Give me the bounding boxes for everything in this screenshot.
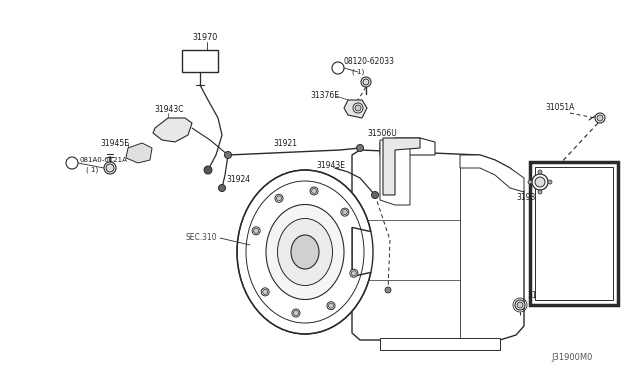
Text: ( 1): ( 1) bbox=[352, 69, 364, 75]
Text: J31900M0: J31900M0 bbox=[551, 353, 593, 362]
Circle shape bbox=[66, 157, 78, 169]
Circle shape bbox=[310, 187, 318, 195]
Circle shape bbox=[385, 287, 391, 293]
Circle shape bbox=[538, 190, 542, 194]
Ellipse shape bbox=[291, 235, 319, 269]
Circle shape bbox=[261, 288, 269, 296]
Circle shape bbox=[332, 62, 344, 74]
Text: 31506U: 31506U bbox=[367, 129, 397, 138]
Circle shape bbox=[363, 79, 369, 85]
Text: 08120-62033: 08120-62033 bbox=[344, 58, 395, 67]
Circle shape bbox=[218, 185, 225, 192]
Circle shape bbox=[294, 311, 298, 315]
Circle shape bbox=[548, 180, 552, 184]
Circle shape bbox=[252, 227, 260, 235]
Ellipse shape bbox=[266, 205, 344, 299]
Circle shape bbox=[597, 115, 603, 121]
Text: 31943EB: 31943EB bbox=[527, 291, 561, 299]
Polygon shape bbox=[380, 338, 500, 350]
Circle shape bbox=[292, 309, 300, 317]
Text: 081A0-6121A: 081A0-6121A bbox=[79, 157, 127, 163]
Circle shape bbox=[538, 170, 542, 174]
Circle shape bbox=[350, 269, 358, 277]
Text: 31943E: 31943E bbox=[316, 160, 345, 170]
Polygon shape bbox=[380, 138, 435, 155]
Polygon shape bbox=[126, 143, 152, 163]
Text: 31376E: 31376E bbox=[310, 92, 339, 100]
Circle shape bbox=[515, 300, 525, 310]
Circle shape bbox=[535, 177, 545, 187]
Circle shape bbox=[225, 151, 232, 158]
Circle shape bbox=[342, 210, 348, 215]
Text: 31943C: 31943C bbox=[154, 105, 184, 113]
Circle shape bbox=[328, 303, 333, 308]
Polygon shape bbox=[380, 140, 410, 205]
Text: 31945E: 31945E bbox=[100, 138, 129, 148]
Polygon shape bbox=[460, 155, 524, 192]
Polygon shape bbox=[182, 50, 218, 72]
Circle shape bbox=[528, 180, 532, 184]
Polygon shape bbox=[153, 118, 192, 142]
Circle shape bbox=[204, 166, 212, 174]
Circle shape bbox=[517, 302, 523, 308]
Circle shape bbox=[341, 208, 349, 216]
Circle shape bbox=[371, 192, 378, 199]
Circle shape bbox=[361, 77, 371, 87]
Polygon shape bbox=[383, 138, 420, 195]
Polygon shape bbox=[530, 162, 618, 305]
Text: 31935: 31935 bbox=[516, 193, 540, 202]
Circle shape bbox=[327, 302, 335, 310]
Text: B: B bbox=[70, 160, 74, 166]
Text: 31921: 31921 bbox=[273, 140, 297, 148]
Circle shape bbox=[104, 162, 116, 174]
Polygon shape bbox=[237, 170, 371, 334]
Text: 31051A: 31051A bbox=[545, 103, 574, 112]
Circle shape bbox=[262, 289, 268, 294]
Text: ( 1): ( 1) bbox=[86, 167, 99, 173]
Polygon shape bbox=[535, 167, 613, 300]
Ellipse shape bbox=[278, 218, 333, 285]
Circle shape bbox=[356, 144, 364, 151]
Polygon shape bbox=[344, 100, 367, 118]
Circle shape bbox=[353, 103, 363, 113]
Circle shape bbox=[312, 189, 317, 193]
Circle shape bbox=[355, 105, 361, 111]
Text: 31924: 31924 bbox=[226, 176, 250, 185]
Circle shape bbox=[595, 113, 605, 123]
Text: 31970: 31970 bbox=[192, 33, 217, 42]
Circle shape bbox=[275, 194, 283, 202]
Text: SEC.310: SEC.310 bbox=[186, 234, 218, 243]
Circle shape bbox=[253, 228, 259, 233]
Text: B: B bbox=[336, 65, 340, 71]
Circle shape bbox=[106, 164, 114, 172]
Circle shape bbox=[532, 174, 548, 190]
Circle shape bbox=[351, 271, 356, 276]
Circle shape bbox=[276, 196, 282, 201]
Polygon shape bbox=[352, 150, 524, 340]
